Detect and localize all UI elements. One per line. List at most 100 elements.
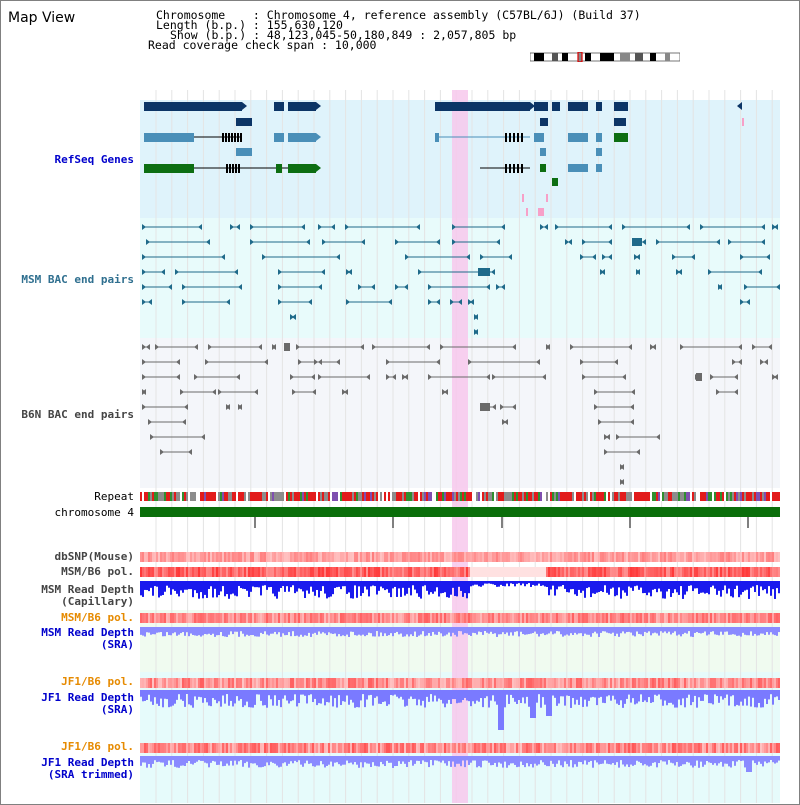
msm-read-depth-capillary — [702, 581, 704, 593]
msm-read-depth-capillary — [688, 581, 690, 586]
msm-b6-pol-2-track — [280, 613, 282, 623]
msm-read-depth-sra — [640, 627, 642, 635]
jf1-b6-pol-track — [546, 678, 548, 688]
bac-end-marker — [568, 239, 572, 245]
track-label-jf1-read-trim-1[interactable]: JF1 Read Depth — [41, 756, 134, 769]
gene-exon — [596, 148, 602, 156]
track-label-jf1-b6-pol[interactable]: JF1/B6 pol. — [61, 675, 134, 688]
msm-b6-pol-track — [656, 567, 658, 577]
msm-read-depth-sra — [152, 627, 154, 635]
jf1-read-depth-sra — [198, 690, 200, 697]
msm-b6-pol-track — [246, 567, 248, 577]
gene-exon — [240, 133, 242, 142]
msm-b6-pol-2-track — [448, 613, 450, 623]
jf1-read-depth-sra — [424, 690, 426, 708]
msm-read-depth-capillary — [344, 581, 346, 587]
track-label-jf1-read-sra-1[interactable]: JF1 Read Depth — [41, 691, 134, 704]
track-label-refseq[interactable]: RefSeq Genes — [54, 153, 134, 166]
bac-end-marker — [395, 284, 399, 290]
msm-read-depth-capillary — [264, 581, 266, 586]
track-label-msm-read-sra-1[interactable]: MSM Read Depth — [41, 626, 134, 639]
track-label-msm-b6-pol[interactable]: MSM/B6 pol. — [61, 565, 134, 578]
repeat-block — [716, 492, 718, 501]
jf1-read-depth-trimmed — [280, 756, 282, 767]
jf1-b6-pol-track — [336, 678, 338, 688]
dbsnp-track — [496, 552, 498, 562]
msm-read-depth-sra — [418, 627, 420, 636]
track-label-msm-bac[interactable]: MSM BAC end pairs — [21, 273, 134, 286]
jf1-b6-pol-2-track — [328, 743, 330, 753]
genome-track-canvas[interactable] — [140, 90, 782, 803]
repeat-block — [252, 492, 254, 501]
repeat-block — [558, 492, 560, 501]
msm-b6-pol-2-track — [198, 613, 200, 623]
msm-read-depth-sra — [270, 627, 272, 634]
chromosome-ideogram[interactable] — [530, 52, 680, 62]
jf1-read-depth-trimmed — [170, 756, 172, 765]
msm-read-depth-sra — [286, 627, 288, 636]
dbsnp-track — [224, 552, 226, 562]
jf1-b6-pol-2-track — [660, 743, 662, 753]
msm-read-depth-sra — [244, 627, 246, 637]
msm-b6-pol-track — [140, 567, 142, 577]
jf1-read-depth-sra — [490, 690, 492, 701]
jf1-b6-pol-2-track — [476, 743, 478, 753]
msm-read-depth-capillary — [178, 581, 180, 597]
dbsnp-track — [730, 552, 732, 562]
track-label-msm-b6-pol-2[interactable]: MSM/B6 pol. — [61, 611, 134, 624]
dbsnp-track — [466, 552, 468, 562]
jf1-read-depth-trimmed — [728, 756, 730, 767]
length-line: Length (b.p.) : 155,630,120 — [156, 18, 343, 32]
repeat-block — [144, 492, 146, 501]
jf1-b6-pol-2-track — [320, 743, 322, 753]
track-label-msm-read-capillary-1[interactable]: MSM Read Depth — [41, 583, 134, 596]
jf1-read-depth-sra — [728, 690, 730, 706]
jf1-read-depth-sra — [704, 690, 706, 695]
jf1-b6-pol-track — [242, 678, 244, 688]
jf1-read-depth-trimmed — [624, 756, 626, 767]
bac-end-marker — [492, 374, 496, 380]
msm-read-depth-capillary — [752, 581, 754, 587]
jf1-read-depth-sra — [476, 690, 478, 701]
jf1-b6-pol-2-track — [448, 743, 450, 753]
msm-read-depth-capillary — [718, 581, 720, 591]
msm-read-depth-sra — [174, 627, 176, 633]
msm-read-depth-capillary — [722, 581, 724, 591]
msm-b6-pol-2-track — [664, 613, 666, 623]
jf1-b6-pol-track — [572, 678, 574, 688]
msm-b6-pol-track — [162, 567, 164, 577]
repeat-block — [336, 492, 338, 501]
dbsnp-track — [454, 552, 456, 562]
repeat-block — [662, 492, 664, 501]
dbsnp-track — [620, 552, 622, 562]
msm-read-depth-sra — [478, 627, 480, 632]
repeat-block — [334, 492, 336, 501]
msm-b6-pol-track — [516, 567, 518, 577]
msm-read-depth-capillary — [774, 581, 776, 599]
dbsnp-track — [488, 552, 490, 562]
jf1-b6-pol-track — [744, 678, 746, 688]
repeat-block — [304, 492, 306, 501]
track-label-b6n-bac[interactable]: B6N BAC end pairs — [21, 408, 134, 421]
jf1-read-depth-sra — [562, 690, 564, 697]
jf1-read-depth-trimmed — [608, 756, 610, 765]
msm-b6-pol-2-track — [734, 613, 736, 623]
msm-read-depth-capillary — [436, 581, 438, 588]
track-label-jf1-b6-pol-2[interactable]: JF1/B6 pol. — [61, 740, 134, 753]
msm-b6-pol-2-track — [404, 613, 406, 623]
msm-b6-pol-2-track — [310, 613, 312, 623]
msm-read-depth-capillary — [262, 581, 264, 586]
dbsnp-track — [328, 552, 330, 562]
dbsnp-track — [500, 552, 502, 562]
msm-b6-pol-track — [514, 567, 516, 577]
dbsnp-track — [662, 552, 664, 562]
msm-read-depth-sra — [750, 627, 752, 632]
msm-b6-pol-track — [268, 567, 270, 577]
repeat-block — [736, 492, 738, 501]
msm-b6-pol-2-track — [228, 613, 230, 623]
track-label-dbsnp[interactable]: dbSNP(Mouse) — [54, 550, 134, 563]
jf1-b6-pol-2-track — [760, 743, 762, 753]
msm-read-depth-sra — [518, 627, 520, 637]
msm-read-depth-capillary — [514, 581, 516, 587]
msm-read-depth-capillary — [740, 581, 742, 595]
